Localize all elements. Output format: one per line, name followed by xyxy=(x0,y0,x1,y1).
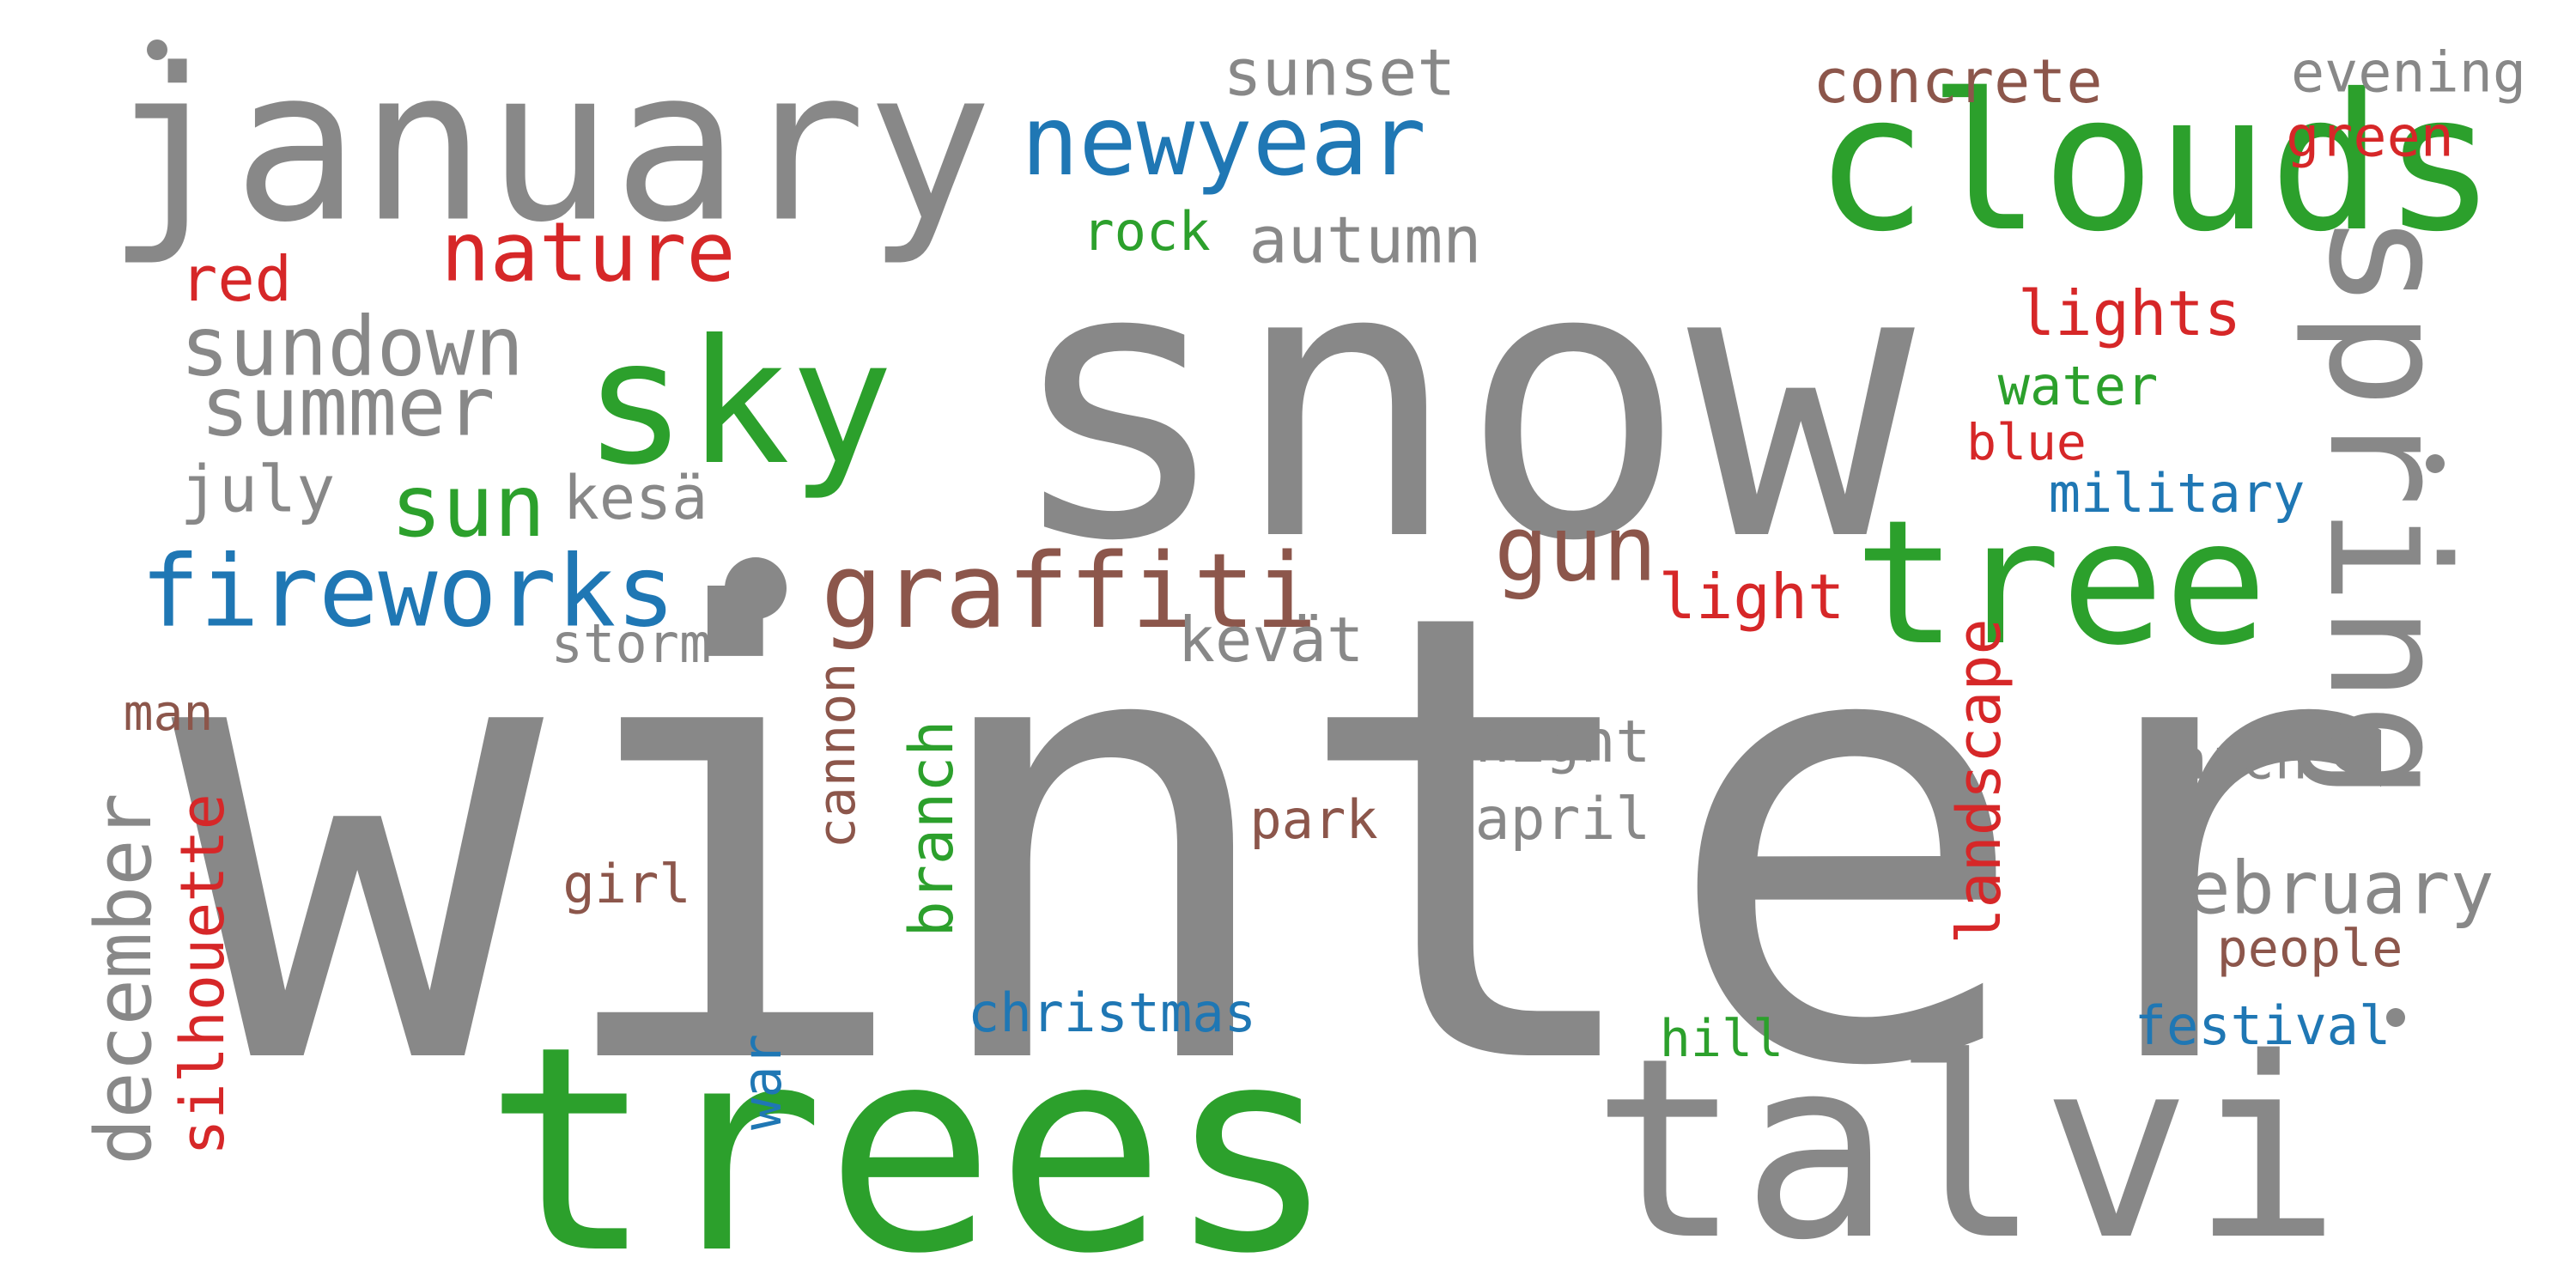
word-silhouette: silhouette xyxy=(167,793,238,1156)
word-people: people xyxy=(2216,919,2403,979)
word-spring: spring xyxy=(2293,211,2482,802)
word-january: january xyxy=(106,23,993,269)
word-war: war xyxy=(731,1034,793,1130)
dot-mark xyxy=(147,39,167,60)
word-concrete: concrete xyxy=(1813,46,2103,117)
word-rock: rock xyxy=(1082,200,1211,263)
word-night: night xyxy=(1474,708,1651,776)
word-winter: winter xyxy=(171,482,2405,1201)
dot-mark xyxy=(2386,1008,2405,1027)
word-military: military xyxy=(2048,462,2306,525)
word-snow: snow xyxy=(1005,184,1915,623)
word-tree: tree xyxy=(1854,483,2268,683)
word-autumn: autumn xyxy=(1249,202,1482,278)
word-lights: lights xyxy=(2017,277,2242,349)
word-girl: girl xyxy=(562,853,691,915)
word-gun: gun xyxy=(1494,496,1657,602)
word-water: water xyxy=(1997,355,2159,417)
word-man: man xyxy=(123,683,214,742)
word-evening: evening xyxy=(2291,40,2526,106)
word-sunset: sunset xyxy=(1223,34,1456,111)
word-march: march xyxy=(2140,727,2308,793)
word-storm: storm xyxy=(550,612,712,675)
word-december: december xyxy=(79,793,169,1165)
word-sun: sun xyxy=(390,456,546,556)
word-hill: hill xyxy=(1659,1009,1784,1069)
word-newyear: newyear xyxy=(1020,86,1427,197)
word-summer: summer xyxy=(200,360,495,455)
word-clouds: clouds xyxy=(1814,53,2497,273)
dot-mark xyxy=(2426,454,2445,473)
word-sky: sky xyxy=(583,303,894,503)
word-branch: branch xyxy=(896,720,967,938)
word-green: green xyxy=(2286,105,2454,170)
word-cannon: cannon xyxy=(807,662,867,849)
word-landscape: landscape xyxy=(1944,618,2014,945)
word-festival: festival xyxy=(2134,994,2391,1057)
word-graffiti: graffiti xyxy=(821,532,1317,652)
word-february: february xyxy=(2142,846,2494,932)
word-kesa: kesä xyxy=(562,463,708,533)
word-blue: blue xyxy=(1966,413,2087,471)
word-park: park xyxy=(1249,788,1378,851)
word-christmas: christmas xyxy=(968,981,1256,1044)
word-trees: trees xyxy=(483,986,1337,1288)
word-july: july xyxy=(179,451,336,527)
word-talvi: talvi xyxy=(1591,1005,2342,1288)
word-light: light xyxy=(1658,561,1845,633)
dot-mark xyxy=(725,557,787,619)
word-april: april xyxy=(1474,786,1651,854)
word-red: red xyxy=(179,243,293,315)
word-sundown: sundown xyxy=(179,300,525,395)
word-kevat: kevät xyxy=(1177,604,1364,676)
word-nature: nature xyxy=(440,205,736,301)
word-fireworks: fireworks xyxy=(140,534,676,650)
